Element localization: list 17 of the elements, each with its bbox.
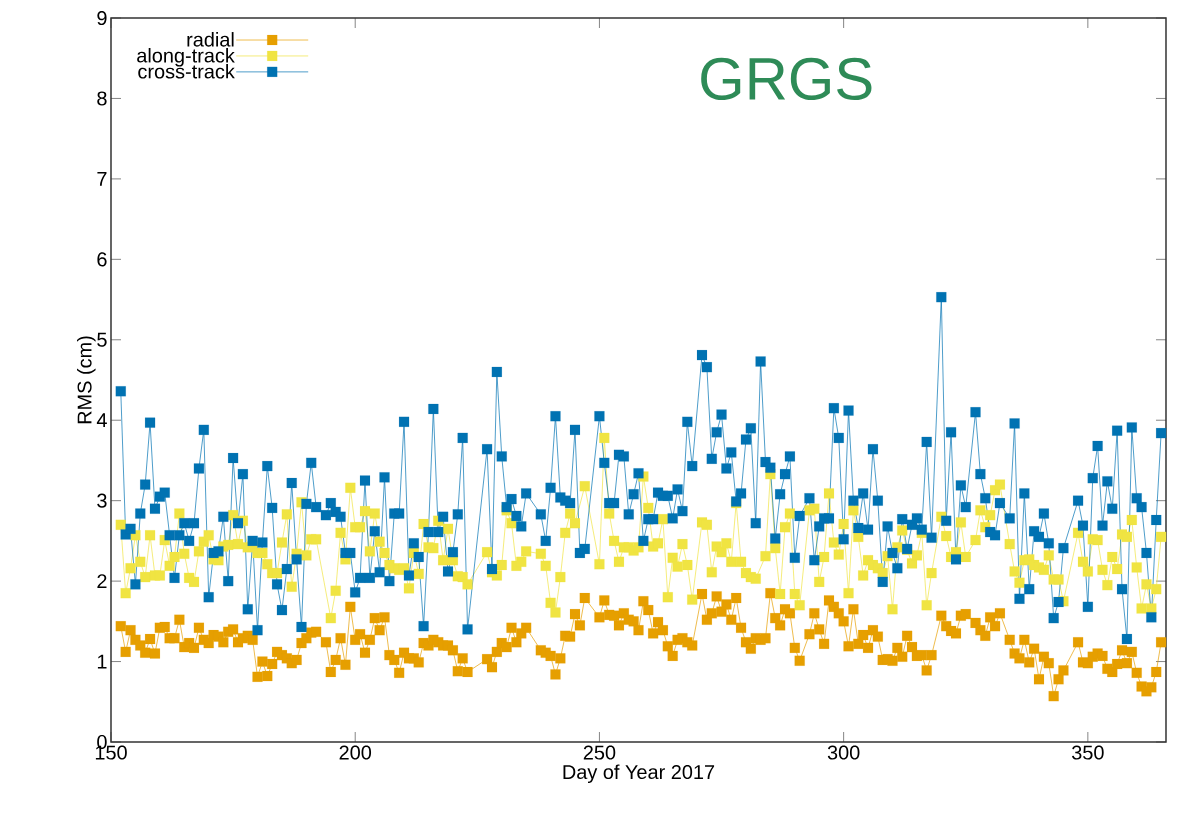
- y-tick-label: 3: [97, 493, 107, 508]
- y-tick-label: 7: [97, 172, 107, 186]
- y-tick-label: 2: [97, 574, 107, 589]
- y-tick-label: 6: [97, 252, 107, 267]
- x-tick-label: 200: [339, 745, 372, 760]
- annotation: GRGS: [701, 57, 872, 101]
- x-tick-label: 300: [827, 745, 860, 760]
- x-axis-title: Day of Year 2017: [563, 764, 715, 784]
- legend-label: radial: [187, 32, 234, 47]
- y-tick-label: 9: [97, 10, 107, 26]
- y-tick-label: 8: [97, 91, 107, 106]
- y-tick-label: 1: [97, 654, 107, 669]
- x-tick-label: 250: [583, 745, 616, 760]
- y-tick-label: 5: [97, 332, 107, 347]
- y-axis-title: RMS (cm): [77, 336, 96, 424]
- y-tick-label: 4: [96, 413, 107, 428]
- x-tick-label: 350: [1071, 745, 1104, 760]
